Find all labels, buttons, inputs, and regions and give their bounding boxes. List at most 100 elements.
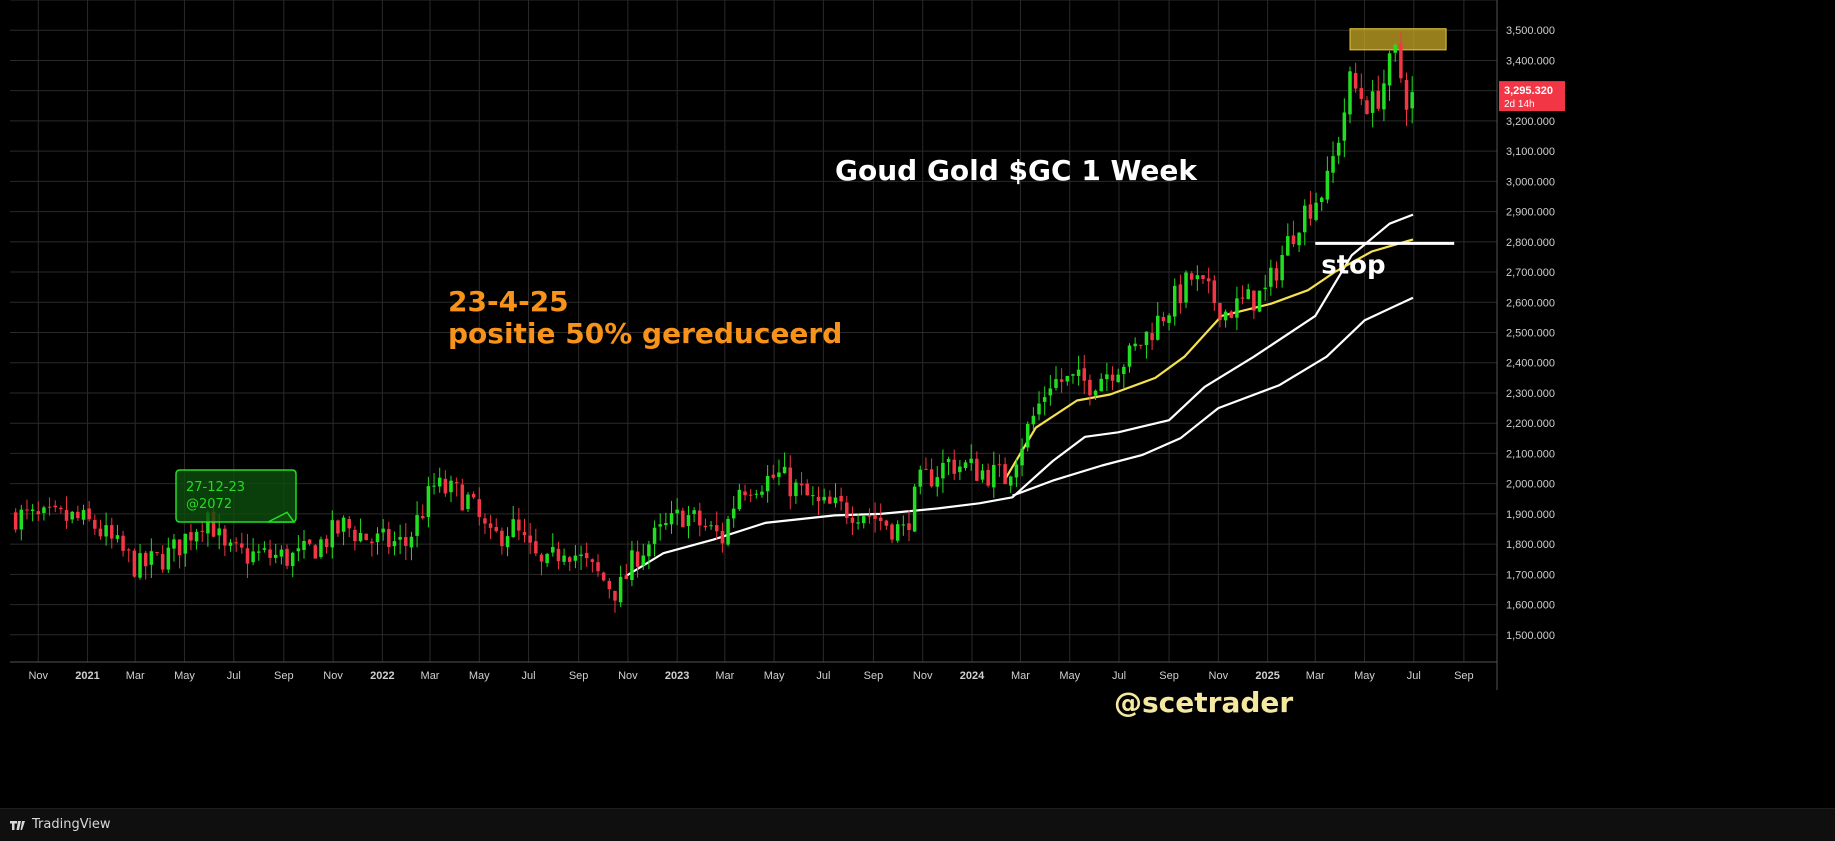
candle-body bbox=[98, 528, 103, 537]
candle-body bbox=[471, 493, 476, 498]
y-tick-label: 2,600.000 bbox=[1506, 297, 1555, 309]
candle-body bbox=[13, 512, 18, 530]
candle-body bbox=[1297, 232, 1301, 246]
footer-bar: TradingView bbox=[0, 808, 1835, 841]
y-tick-label: 1,600.000 bbox=[1506, 600, 1555, 612]
candle-body bbox=[901, 524, 906, 526]
candle-body bbox=[675, 509, 679, 514]
candle-body bbox=[980, 470, 985, 480]
x-tick-label: May bbox=[1354, 670, 1375, 682]
x-tick-label: 2021 bbox=[75, 670, 99, 682]
y-tick-label: 2,700.000 bbox=[1506, 267, 1555, 279]
y-tick-label: 1,700.000 bbox=[1506, 569, 1555, 581]
candle-body bbox=[268, 549, 272, 558]
candle-body bbox=[466, 494, 470, 509]
y-tick-label: 1,500.000 bbox=[1506, 630, 1555, 642]
candle-body bbox=[556, 548, 561, 562]
candle-body bbox=[381, 528, 385, 533]
x-tick-label: Mar bbox=[1011, 670, 1030, 682]
candle-body bbox=[1370, 91, 1375, 113]
candle-body bbox=[1116, 374, 1120, 383]
callout-date: 27-12-23 bbox=[186, 480, 245, 495]
candle-body bbox=[370, 541, 374, 544]
candle-body bbox=[1093, 390, 1098, 396]
candle-body bbox=[969, 458, 973, 463]
candle-body bbox=[426, 486, 431, 518]
candle-body bbox=[477, 499, 482, 517]
candle-body bbox=[1325, 170, 1330, 200]
candle-body bbox=[1127, 345, 1132, 367]
candle-body bbox=[324, 538, 329, 548]
candle-body bbox=[1025, 423, 1030, 448]
callout-price: @2072 bbox=[186, 497, 232, 512]
candle-body bbox=[929, 469, 934, 487]
candle-body bbox=[545, 553, 549, 564]
candle-body bbox=[223, 528, 227, 546]
candle-body bbox=[1212, 280, 1217, 304]
candle-body bbox=[353, 529, 357, 542]
candle-body bbox=[234, 542, 238, 544]
candle-body bbox=[25, 509, 29, 511]
candle-body bbox=[1291, 235, 1296, 245]
candle-body bbox=[313, 545, 318, 559]
candle-body bbox=[1331, 156, 1335, 173]
position-note: positie 50% gereduceerd bbox=[448, 317, 842, 350]
x-tick-label: Nov bbox=[913, 670, 933, 682]
x-tick-label: 2024 bbox=[960, 670, 985, 682]
candle-body bbox=[138, 553, 142, 578]
tradingview-logo[interactable]: TradingView bbox=[9, 817, 111, 832]
y-tick-label: 2,000.000 bbox=[1506, 479, 1555, 491]
candle-body bbox=[997, 464, 1002, 466]
candle-body bbox=[93, 519, 97, 529]
candle-body bbox=[132, 550, 137, 577]
candle-body bbox=[760, 491, 764, 495]
candles bbox=[13, 32, 1414, 613]
candle-body bbox=[731, 508, 736, 519]
candle-body bbox=[307, 539, 312, 544]
candle-body bbox=[443, 478, 448, 494]
candle-body bbox=[573, 555, 578, 561]
candle-body bbox=[1399, 43, 1403, 79]
candle-body bbox=[878, 517, 883, 522]
candle-body bbox=[805, 483, 809, 496]
callout-box bbox=[175, 469, 297, 523]
candle-body bbox=[1342, 112, 1347, 141]
candle-body bbox=[664, 523, 668, 526]
candle-body bbox=[279, 549, 284, 557]
candle-body bbox=[1076, 369, 1081, 376]
candle-body bbox=[149, 551, 154, 565]
candle-body bbox=[720, 530, 725, 544]
candle-body bbox=[183, 533, 188, 554]
candle-body bbox=[1105, 374, 1109, 380]
candle-body bbox=[330, 520, 335, 548]
grid-lines bbox=[10, 0, 1497, 662]
candle-body bbox=[1410, 92, 1414, 109]
last-price-tag: 3,295.320 2d 14h bbox=[1499, 81, 1565, 112]
candle-body bbox=[1031, 415, 1036, 425]
candle-body bbox=[946, 459, 951, 463]
candle-body bbox=[115, 535, 120, 539]
candle-body bbox=[765, 475, 770, 492]
candle-body bbox=[1286, 236, 1290, 256]
candle-body bbox=[567, 557, 572, 562]
candle-body bbox=[528, 535, 532, 543]
candle-body bbox=[856, 522, 860, 524]
candle-body bbox=[1065, 375, 1070, 382]
candle-body bbox=[1172, 285, 1177, 317]
candle-body bbox=[624, 575, 629, 579]
candle-body bbox=[1178, 284, 1183, 304]
candle-body bbox=[912, 486, 917, 532]
candle-body bbox=[873, 515, 877, 519]
candle-body bbox=[121, 535, 125, 551]
chart-title: Goud Gold $GC 1 Week bbox=[835, 154, 1198, 187]
x-tick-label: Sep bbox=[569, 670, 589, 682]
candle-body bbox=[788, 467, 793, 497]
candle-body bbox=[177, 539, 182, 556]
candle-body bbox=[1014, 464, 1019, 478]
stop-label: stop bbox=[1321, 250, 1385, 280]
candle-body bbox=[522, 532, 527, 536]
x-tick-label: Mar bbox=[715, 670, 734, 682]
x-tick-label: Nov bbox=[323, 670, 343, 682]
candle-body bbox=[166, 547, 171, 570]
